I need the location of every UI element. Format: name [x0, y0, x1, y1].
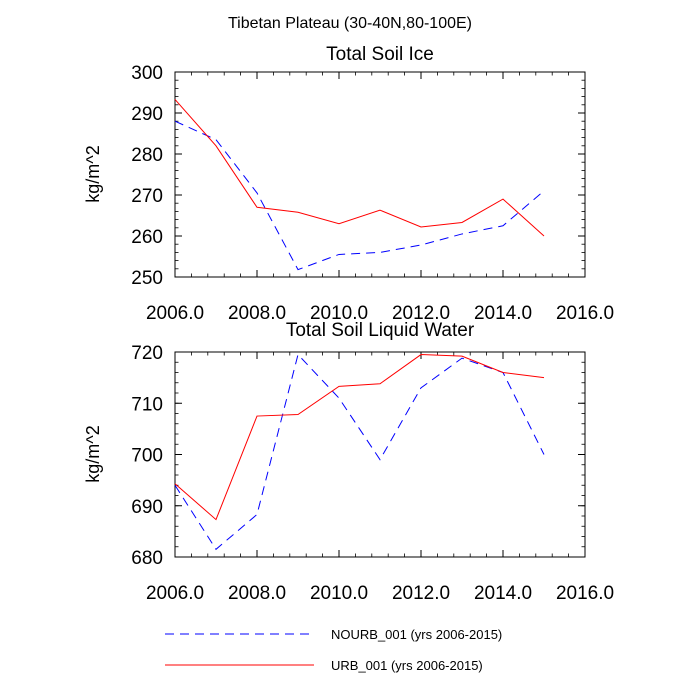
x-tick-label: 2008.0 — [228, 583, 286, 604]
y-tick-label: 280 — [131, 145, 163, 166]
series-line-nourb-001 — [174, 120, 545, 271]
y-tick-label: 300 — [131, 63, 163, 84]
legend-item-nourb: NOURB_001 (yrs 2006-2015) — [165, 627, 502, 642]
y-tick-label: 250 — [131, 268, 163, 289]
y-tick-label: 290 — [131, 104, 163, 125]
y-tick-label: 710 — [131, 394, 163, 415]
chart-title: Total Soil Liquid Water — [286, 320, 475, 341]
tick-marks — [174, 71, 586, 278]
x-tick-label: 2010.0 — [310, 303, 368, 324]
series-line-urb-001 — [174, 354, 545, 521]
series-lines — [174, 353, 545, 551]
x-tick-label: 2012.0 — [392, 303, 450, 324]
series-line-nourb-001 — [174, 353, 545, 551]
x-tick-label: 2006.0 — [146, 583, 204, 604]
figure-title: Tibetan Plateau (30-40N,80-100E) — [228, 15, 472, 32]
plot-frame — [174, 71, 586, 278]
series-line-urb-001 — [174, 99, 545, 237]
x-tick-label: 2016.0 — [556, 583, 614, 604]
x-tick-label: 2014.0 — [474, 303, 532, 324]
x-tick-label: 2012.0 — [392, 583, 450, 604]
y-tick-labels: 680 690 700 710 720 — [131, 343, 163, 569]
y-tick-label: 260 — [131, 227, 163, 248]
x-tick-labels: 2006.0 2008.0 2010.0 2012.0 2014.0 2016.0 — [146, 303, 614, 324]
x-tick-label: 2006.0 — [146, 303, 204, 324]
panel-total-soil-ice: Total Soil Ice kg/m^2 2006.0 2008.0 2010.0… — [83, 44, 614, 324]
x-tick-label: 2008.0 — [228, 303, 286, 324]
y-tick-label: 690 — [131, 497, 163, 518]
legend: NOURB_001 (yrs 2006-2015) URB_001 (yrs 2… — [165, 627, 502, 673]
legend-label: NOURB_001 (yrs 2006-2015) — [331, 627, 502, 642]
y-tick-label: 270 — [131, 186, 163, 207]
series-lines — [174, 99, 545, 271]
x-tick-label: 2016.0 — [556, 303, 614, 324]
y-tick-label: 720 — [131, 343, 163, 364]
chart-title: Total Soil Ice — [326, 44, 434, 65]
y-axis-label: kg/m^2 — [83, 425, 103, 482]
tick-marks — [174, 351, 586, 558]
legend-label: URB_001 (yrs 2006-2015) — [331, 658, 483, 673]
x-tick-labels: 2006.0 2008.0 2010.0 2012.0 2014.0 2016.0 — [146, 583, 614, 604]
x-tick-label: 2010.0 — [310, 583, 368, 604]
y-tick-label: 680 — [131, 548, 163, 569]
y-tick-labels: 250 260 270 280 290 300 — [131, 63, 163, 289]
y-axis-label: kg/m^2 — [83, 145, 103, 202]
y-tick-label: 700 — [131, 446, 163, 467]
legend-item-urb: URB_001 (yrs 2006-2015) — [165, 658, 483, 673]
x-tick-label: 2014.0 — [474, 583, 532, 604]
panel-total-soil-liquid-water: Total Soil Liquid Water kg/m^2 2006.0 200… — [83, 320, 614, 604]
